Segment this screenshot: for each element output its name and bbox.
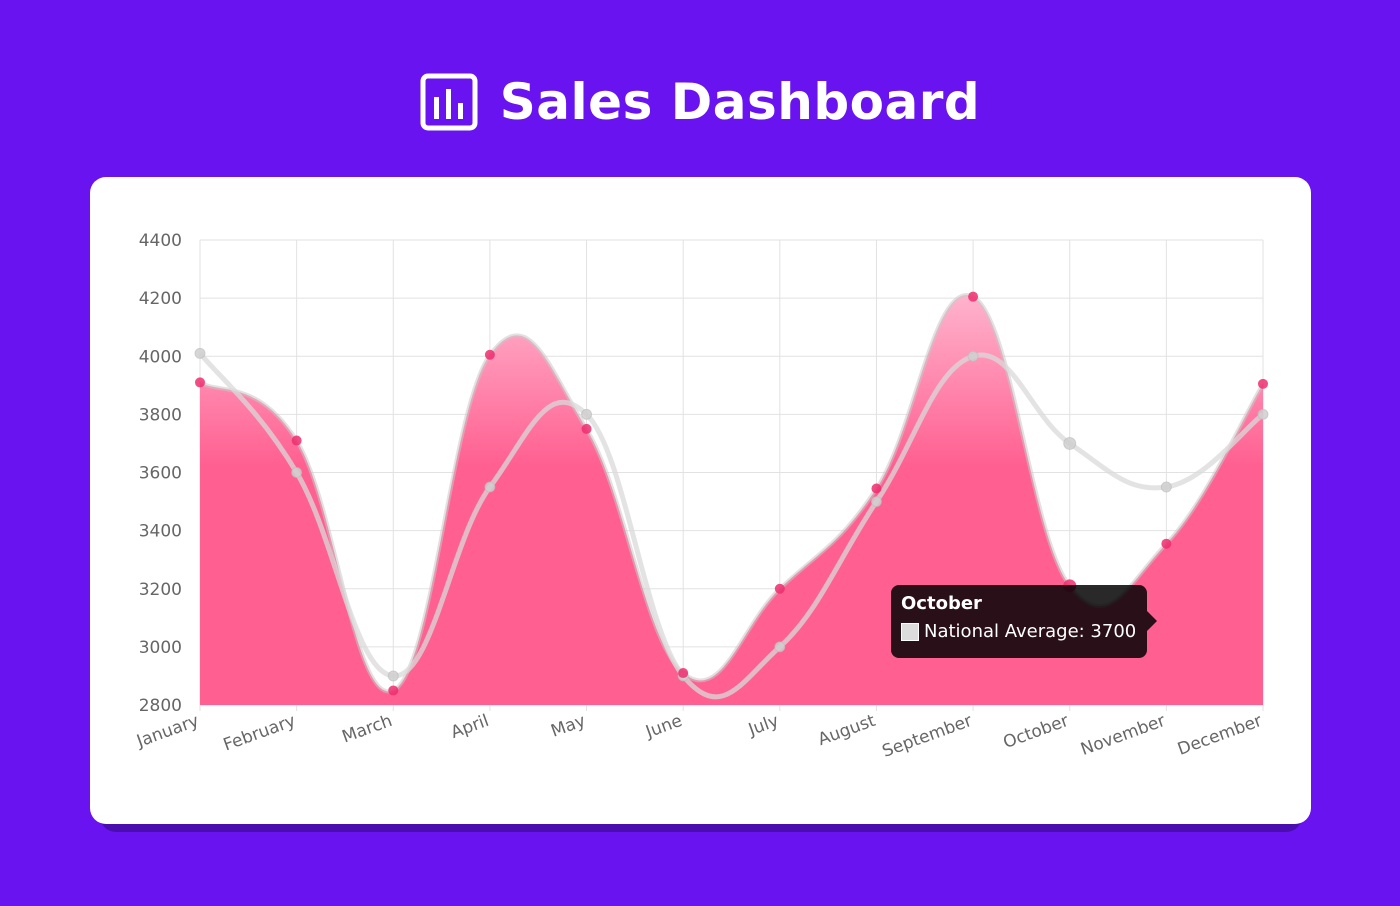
y-tick-label: 4400 [139, 231, 182, 251]
y-tick-label: 4200 [139, 289, 182, 309]
national-average-point[interactable] [581, 408, 593, 420]
x-tick-label: November [1078, 711, 1168, 760]
sales-point[interactable] [195, 377, 205, 388]
header: Sales Dashboard [0, 62, 1400, 142]
x-tick-label: December [1175, 711, 1265, 760]
sales-chart: 2800 3000 3200 3400 3600 3800 4000 4200 4400 Jan… [133, 231, 1269, 762]
y-tick-label: 3400 [139, 522, 182, 542]
chart-card: 2800 3000 3200 3400 3600 3800 4000 4200 4400 Jan… [90, 177, 1311, 824]
x-tick-label: October [1001, 711, 1072, 753]
national-average-point[interactable] [774, 641, 786, 653]
sales-point[interactable] [581, 423, 592, 434]
tooltip-row: National Average: 3700 [901, 621, 1137, 642]
tooltip-title: October [901, 593, 982, 614]
national-average-point[interactable] [387, 670, 399, 682]
national-average-point[interactable] [291, 467, 303, 478]
sales-point[interactable] [871, 483, 882, 494]
y-tick-label: 3000 [139, 638, 182, 658]
national-average-point[interactable] [484, 481, 496, 493]
national-average-point[interactable] [1160, 481, 1172, 493]
x-tick-label: May [548, 711, 588, 742]
page-title: Sales Dashboard [499, 73, 981, 131]
y-tick-label: 2800 [139, 696, 182, 716]
national-average-point[interactable] [870, 496, 882, 508]
sales-point[interactable] [968, 291, 979, 302]
sales-point[interactable] [388, 685, 399, 696]
sales-point[interactable] [774, 583, 785, 594]
x-axis-ticks: January February March April May June July Augu… [133, 711, 1264, 762]
national-average-point[interactable] [194, 347, 206, 359]
x-tick-label: July [745, 711, 782, 741]
y-tick-label: 4000 [139, 347, 182, 367]
x-tick-label: June [642, 711, 685, 743]
x-tick-label: August [815, 711, 878, 750]
sales-point[interactable] [678, 668, 689, 679]
x-tick-label: March [339, 711, 395, 748]
sales-point[interactable] [1258, 378, 1268, 389]
national-average-point[interactable] [1257, 408, 1269, 420]
x-tick-label: April [448, 711, 491, 743]
y-tick-label: 3800 [139, 405, 182, 425]
tooltip-label: National Average: 3700 [924, 621, 1137, 642]
x-tick-label: January [133, 711, 201, 752]
national-average-point[interactable] [967, 350, 979, 362]
sales-point[interactable] [484, 349, 495, 360]
bar-chart-icon [420, 73, 478, 131]
tooltip-swatch [901, 622, 919, 641]
national-average-point[interactable] [1063, 436, 1077, 450]
x-tick-label: February [221, 711, 299, 756]
y-tick-label: 3200 [139, 580, 182, 600]
y-axis-ticks: 2800 3000 3200 3400 3600 3800 4000 4200 4400 [139, 231, 182, 716]
y-tick-label: 3600 [139, 464, 182, 484]
tooltip: October National Average: 3700 [891, 585, 1157, 658]
sales-point[interactable] [291, 435, 302, 446]
x-tick-label: September [880, 711, 975, 762]
sales-point[interactable] [1161, 538, 1172, 549]
